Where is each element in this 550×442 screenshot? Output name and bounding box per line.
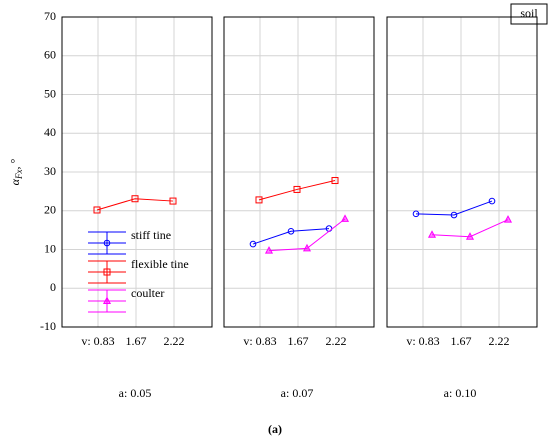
marker <box>102 296 112 304</box>
y-tick-label: -10 <box>40 319 56 333</box>
marker <box>93 206 101 214</box>
y-tick-label: 40 <box>44 125 56 139</box>
annotation-box <box>510 3 548 25</box>
x-tick-label: 2.22 <box>326 334 347 348</box>
y-tick-label: 10 <box>44 241 56 255</box>
x-tick-label: v: 0.83 <box>243 334 276 348</box>
legend-label: stiff tine <box>131 228 171 242</box>
marker <box>503 215 513 223</box>
x-tick-label: 1.67 <box>451 334 472 348</box>
y-tick-label: 60 <box>44 48 56 62</box>
marker <box>412 210 420 218</box>
marker <box>488 197 496 205</box>
panel-frame <box>61 16 213 328</box>
marker <box>169 197 177 205</box>
marker <box>331 177 339 185</box>
y-tick-label: 20 <box>44 203 56 217</box>
marker <box>103 239 111 247</box>
y-tick-label: 70 <box>44 9 56 23</box>
marker <box>427 230 437 238</box>
series-line <box>258 180 336 201</box>
x-tick-label: 1.67 <box>288 334 309 348</box>
series-line <box>96 198 174 211</box>
y-tick-label: 50 <box>44 86 56 100</box>
panel-frame <box>223 16 375 328</box>
x-tick-label: 1.67 <box>126 334 147 348</box>
marker <box>293 185 301 193</box>
x-tick-label: 2.22 <box>489 334 510 348</box>
y-tick-label: 30 <box>44 164 56 178</box>
series-line <box>415 200 493 216</box>
legend-label: flexible tine <box>131 257 189 271</box>
marker <box>103 268 111 276</box>
marker <box>131 195 139 203</box>
y-label-subscript: Fx <box>14 170 24 181</box>
marker <box>302 243 312 252</box>
marker <box>465 232 475 240</box>
marker <box>340 214 350 222</box>
panel-label: a: 0.07 <box>281 386 314 400</box>
marker <box>264 246 274 254</box>
y-axis-label: αFx, ° <box>8 159 24 186</box>
legend-label: coulter <box>131 286 164 300</box>
x-tick-label: v: 0.83 <box>406 334 439 348</box>
series-line <box>252 228 330 245</box>
marker <box>255 196 263 204</box>
marker <box>287 227 295 235</box>
panel-label: a: 0.05 <box>119 386 152 400</box>
panel-frame <box>386 16 538 328</box>
marker <box>249 240 257 248</box>
y-tick-label: 0 <box>50 280 56 294</box>
y-label-symbol: α <box>8 178 22 185</box>
panel-label: a: 0.10 <box>444 386 477 400</box>
annotation: soil <box>520 6 538 20</box>
y-label-unit: , ° <box>8 159 22 170</box>
caption: (a) <box>268 422 282 436</box>
x-tick-label: 2.22 <box>164 334 185 348</box>
x-tick-label: v: 0.83 <box>81 334 114 348</box>
marker <box>450 211 458 219</box>
